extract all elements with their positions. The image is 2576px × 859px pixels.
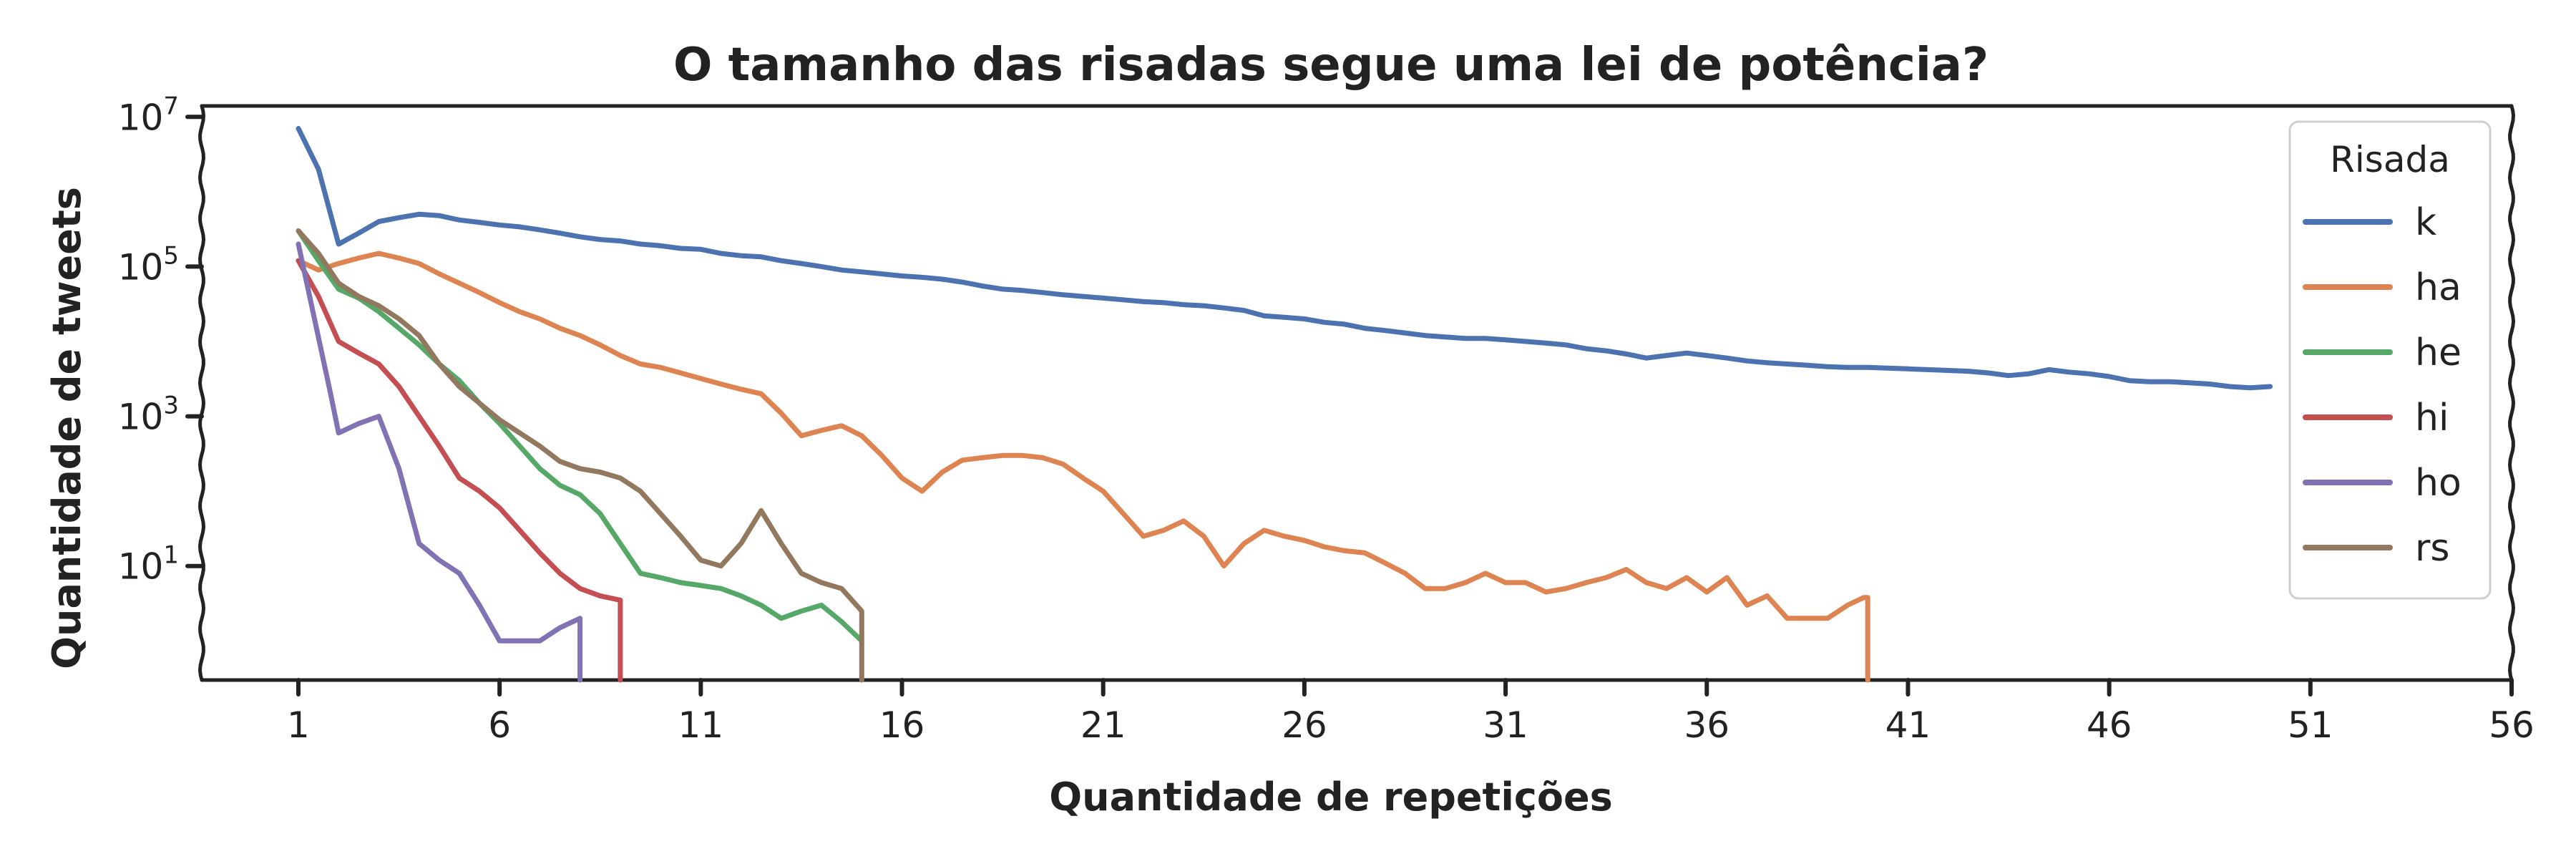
legend-label-he: he <box>2415 331 2462 374</box>
x-tick-label: 16 <box>879 704 925 746</box>
legend: Risada k ha he hi ho rs <box>2288 120 2492 600</box>
x-tick-label: 36 <box>1684 704 1729 746</box>
x-tick-label: 1 <box>287 704 310 746</box>
x-tick-label: 46 <box>2087 704 2132 746</box>
legend-label-hi: hi <box>2415 397 2449 440</box>
x-tick-label: 26 <box>1282 704 1327 746</box>
legend-label-ha: ha <box>2415 266 2462 309</box>
x-tick-label: 31 <box>1483 704 1528 746</box>
chart-title: O tamanho das risadas segue uma lei de p… <box>673 39 1989 92</box>
x-tick-label: 11 <box>678 704 724 746</box>
x-tick-label: 51 <box>2288 704 2333 746</box>
series-line-hi <box>296 258 623 683</box>
y-tick-label: 105 <box>118 241 179 288</box>
series-line-ho <box>296 241 583 683</box>
x-tick-label: 6 <box>488 704 511 746</box>
x-axis-label: Quantidade de repetições <box>1049 775 1613 820</box>
series-line-k <box>296 126 2273 391</box>
y-tick-label: 103 <box>118 392 179 438</box>
series-line-he <box>296 228 864 644</box>
legend-box <box>2288 120 2492 600</box>
x-tick-label: 21 <box>1080 704 1126 746</box>
x-tick-label: 56 <box>2489 704 2534 746</box>
y-axis-label: Quantidade de tweets <box>44 187 89 669</box>
series-line-rs <box>296 228 864 683</box>
series-line-ha <box>296 251 1870 683</box>
plot-frame-right <box>2507 104 2516 682</box>
legend-label-k: k <box>2415 201 2436 244</box>
y-tick-label: 107 <box>118 92 179 138</box>
plot-frame-left <box>197 104 206 682</box>
legend-label-rs: rs <box>2415 527 2449 570</box>
y-tick-label: 101 <box>118 541 179 588</box>
legend-title: Risada <box>2330 139 2450 180</box>
legend-label-ho: ho <box>2415 462 2462 505</box>
x-tick-label: 41 <box>1885 704 1931 746</box>
